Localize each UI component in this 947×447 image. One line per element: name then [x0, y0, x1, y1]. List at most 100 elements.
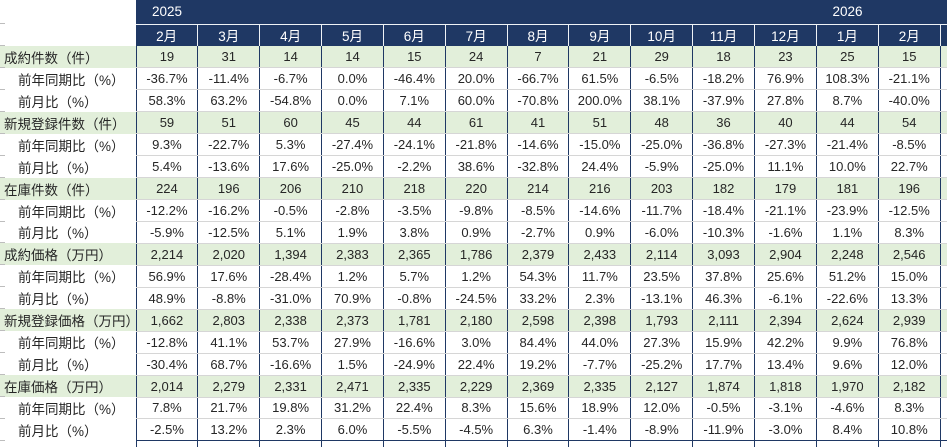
data-cell[interactable]: 2,114 — [630, 243, 693, 266]
data-cell[interactable]: 44 — [382, 111, 446, 135]
data-cell[interactable]: 68.7% — [197, 353, 260, 376]
data-cell[interactable]: 61.5% — [568, 67, 631, 91]
data-cell[interactable]: 2,127 — [630, 375, 693, 398]
data-cell[interactable]: 2,471 — [321, 375, 384, 398]
data-cell[interactable]: 11.7% — [568, 265, 631, 288]
data-cell[interactable]: -21.1% — [877, 67, 941, 91]
row-label-cell[interactable]: 在庫価格（万円） — [0, 375, 136, 397]
data-cell[interactable]: 76.8% — [877, 331, 941, 354]
data-cell[interactable]: 33.2% — [506, 287, 569, 310]
data-cell[interactable]: 60 — [259, 111, 322, 135]
row-label-cell[interactable]: 前年同期比（%） — [0, 67, 136, 90]
data-cell[interactable]: 2,803 — [197, 309, 260, 332]
data-cell[interactable]: -14.6% — [506, 133, 569, 157]
data-cell[interactable]: -2.5% — [135, 418, 198, 442]
data-cell[interactable]: 9.9% — [815, 331, 879, 354]
data-cell[interactable]: 7 — [506, 46, 569, 69]
data-cell[interactable]: 41.1% — [197, 331, 260, 354]
data-cell[interactable]: -4.6% — [815, 397, 879, 420]
data-cell[interactable]: 9.3% — [135, 133, 198, 157]
data-cell[interactable]: 13.3% — [877, 287, 941, 310]
data-cell[interactable]: -5.9% — [630, 155, 693, 179]
data-cell[interactable]: 46.3% — [692, 287, 755, 310]
data-cell[interactable]: 2,248 — [815, 243, 879, 266]
data-cell[interactable]: -36.7% — [135, 67, 198, 91]
data-cell[interactable]: 11.1% — [753, 155, 817, 179]
data-cell[interactable]: 2.3% — [568, 287, 631, 310]
data-cell[interactable]: -0.5% — [692, 397, 755, 420]
data-cell[interactable]: 76.9% — [753, 67, 817, 91]
data-cell[interactable]: 5.7% — [382, 265, 446, 288]
data-cell[interactable]: 181 — [815, 177, 879, 201]
data-cell[interactable]: 1,394 — [259, 243, 322, 266]
data-cell[interactable]: -5.9% — [135, 221, 198, 244]
data-cell[interactable]: -3.1% — [753, 397, 817, 420]
data-cell[interactable]: 1,781 — [382, 309, 446, 332]
data-cell[interactable]: -6.5% — [630, 67, 693, 91]
data-cell[interactable]: -13.6% — [197, 155, 260, 179]
data-cell[interactable]: 6.3% — [506, 418, 569, 442]
row-label-cell[interactable]: 新規登録価格（万円） — [0, 309, 136, 332]
data-cell[interactable]: 17.7% — [692, 353, 755, 376]
data-cell[interactable]: -21.4% — [815, 133, 879, 157]
data-cell[interactable]: -8.5% — [506, 199, 569, 222]
data-cell[interactable]: -27.4% — [321, 133, 384, 157]
data-cell[interactable]: -3.5% — [382, 199, 446, 222]
data-cell[interactable]: 196 — [877, 177, 941, 201]
data-cell[interactable]: 3,093 — [692, 243, 755, 266]
data-cell[interactable]: 2,111 — [692, 309, 755, 332]
data-cell[interactable]: 18.9% — [568, 397, 631, 420]
data-cell[interactable]: 56.9% — [135, 265, 198, 288]
row-label-cell[interactable]: 前月比（%） — [0, 287, 136, 310]
data-cell[interactable]: 2,939 — [877, 309, 941, 332]
month-header-cell[interactable]: 2月 — [877, 23, 941, 46]
month-header-cell[interactable]: 7月 — [444, 23, 508, 46]
data-cell[interactable]: -54.8% — [259, 89, 322, 113]
data-cell[interactable]: 59 — [135, 111, 198, 135]
month-header-cell[interactable]: 10月 — [630, 23, 693, 46]
data-cell[interactable]: -12.5% — [197, 221, 260, 244]
data-cell[interactable]: 19.8% — [259, 397, 322, 420]
data-cell[interactable]: 203 — [630, 177, 693, 201]
data-cell[interactable]: 13.2% — [197, 418, 260, 442]
data-cell[interactable]: 18 — [692, 46, 755, 69]
data-cell[interactable]: 7.1% — [382, 89, 446, 113]
data-cell[interactable]: -21.8% — [444, 133, 508, 157]
data-cell[interactable]: 84.4% — [506, 331, 569, 354]
data-cell[interactable]: 45 — [321, 111, 384, 135]
data-cell[interactable]: 37.8% — [692, 265, 755, 288]
data-cell[interactable]: 12.0% — [877, 353, 941, 376]
data-cell[interactable]: 2,546 — [877, 243, 941, 266]
data-cell[interactable]: -6.1% — [753, 287, 817, 310]
row-label-cell[interactable]: 新規登録件数（件） — [0, 111, 136, 134]
row-label-cell[interactable]: 前月比（%） — [0, 89, 136, 112]
data-cell[interactable]: -5.5% — [382, 418, 446, 442]
data-cell[interactable]: 7.8% — [135, 397, 198, 420]
data-cell[interactable]: 8.3% — [444, 397, 508, 420]
data-cell[interactable]: 1,793 — [630, 309, 693, 332]
data-cell[interactable]: 41 — [506, 111, 569, 135]
data-cell[interactable]: -8.9% — [630, 418, 693, 442]
data-cell[interactable]: 2,020 — [197, 243, 260, 266]
data-cell[interactable]: -25.0% — [321, 155, 384, 179]
data-cell[interactable]: 25.6% — [753, 265, 817, 288]
data-cell[interactable]: 8.7% — [815, 89, 879, 113]
data-cell[interactable]: 3.8% — [382, 221, 446, 244]
data-cell[interactable]: 8.3% — [877, 221, 941, 244]
data-cell[interactable]: 10.0% — [815, 155, 879, 179]
data-cell[interactable]: -23.9% — [815, 199, 879, 222]
data-cell[interactable]: 40 — [753, 111, 817, 135]
data-cell[interactable]: -18.2% — [692, 67, 755, 91]
data-cell[interactable]: 22.4% — [444, 353, 508, 376]
data-cell[interactable]: 27.8% — [753, 89, 817, 113]
data-cell[interactable]: 1.2% — [444, 265, 508, 288]
data-cell[interactable]: 1,874 — [692, 375, 755, 398]
data-cell[interactable]: 38.6% — [444, 155, 508, 179]
data-cell[interactable]: 21 — [568, 46, 631, 69]
data-cell[interactable]: 42.2% — [753, 331, 817, 354]
data-cell[interactable]: 21.7% — [197, 397, 260, 420]
data-cell[interactable]: 25 — [815, 46, 879, 69]
data-cell[interactable]: -8.5% — [877, 133, 941, 157]
data-cell[interactable]: 48 — [630, 111, 693, 135]
data-cell[interactable]: 2,229 — [444, 375, 508, 398]
